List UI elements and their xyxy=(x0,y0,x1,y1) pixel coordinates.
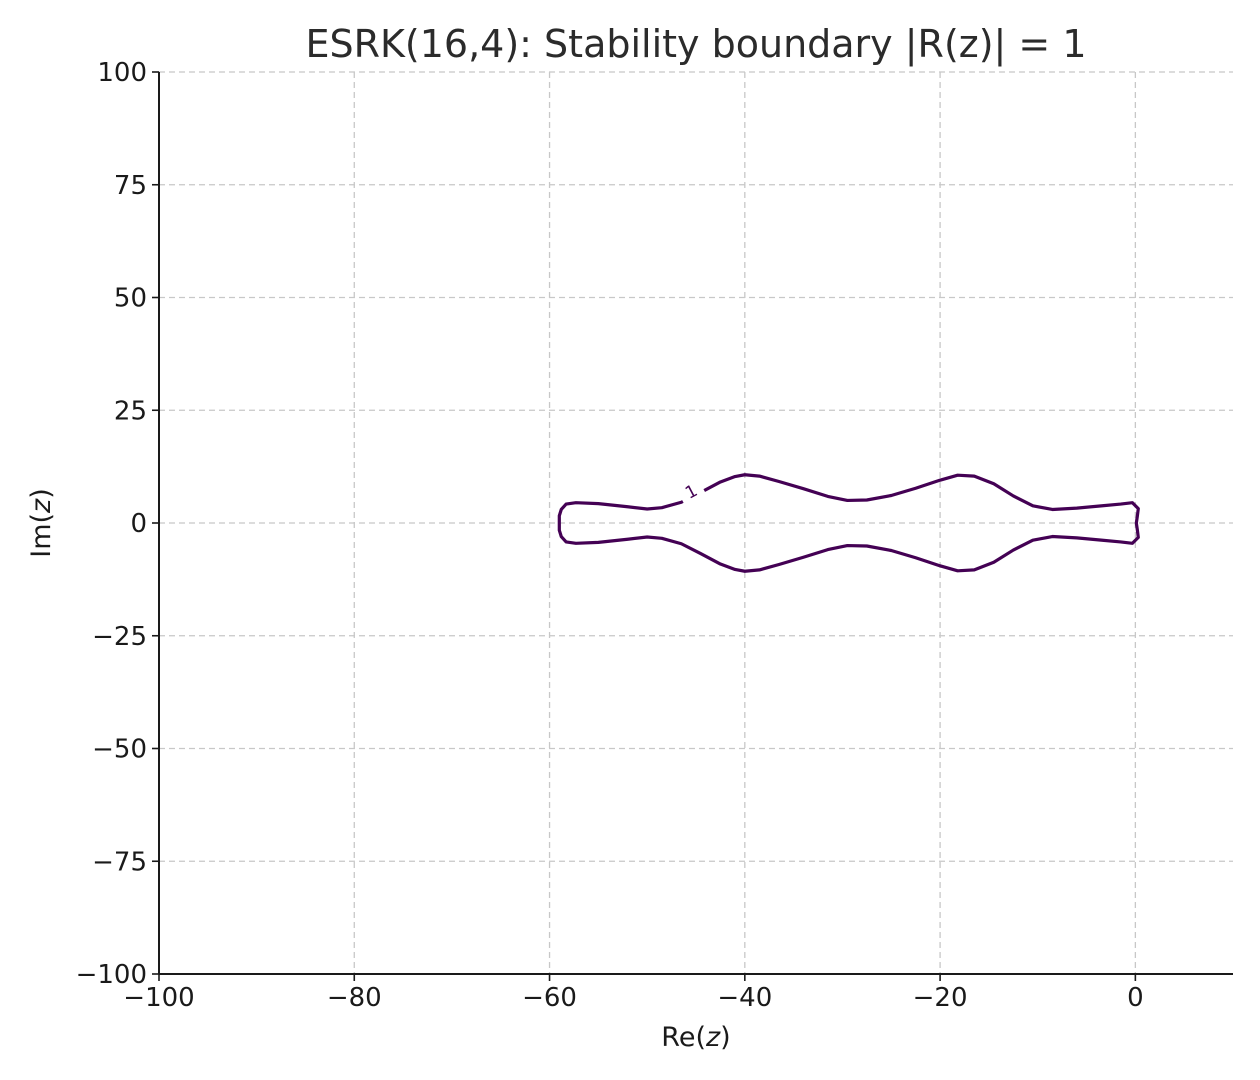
grid-lines xyxy=(158,71,1233,975)
contour-layer: 1 xyxy=(557,473,1140,573)
y-tick-label: −25 xyxy=(92,622,147,652)
y-tick-label: 100 xyxy=(97,58,147,88)
x-tick-label: −60 xyxy=(522,983,577,1013)
y-tick-label: 25 xyxy=(114,396,147,426)
y-axis-label: Im(z) xyxy=(26,488,57,558)
x-tick-label: −80 xyxy=(327,983,382,1013)
y-tick-label: −100 xyxy=(76,960,147,990)
chart-title: ESRK(16,4): Stability boundary |R(z)| = … xyxy=(305,22,1086,67)
stability-contour xyxy=(557,473,1140,573)
x-tick-label: −40 xyxy=(717,983,772,1013)
contour-label-gap xyxy=(675,476,707,507)
axis-ticks: −100 −80 −60 −40 −20 0 −100 −75 −50 −25 0 25 50 75 100 xyxy=(76,58,1144,1013)
x-tick-label: −20 xyxy=(913,983,968,1013)
y-tick-label: 75 xyxy=(114,171,147,201)
y-tick-label: 0 xyxy=(130,509,147,539)
x-tick-label: 0 xyxy=(1127,983,1144,1013)
y-tick-label: 50 xyxy=(114,284,147,314)
x-tick-label: −100 xyxy=(123,983,194,1013)
contour-level-label-group: 1 xyxy=(675,476,707,507)
y-tick-label: −50 xyxy=(92,735,147,765)
x-axis-label: Re(z) xyxy=(661,1022,730,1053)
y-tick-label: −75 xyxy=(92,847,147,877)
